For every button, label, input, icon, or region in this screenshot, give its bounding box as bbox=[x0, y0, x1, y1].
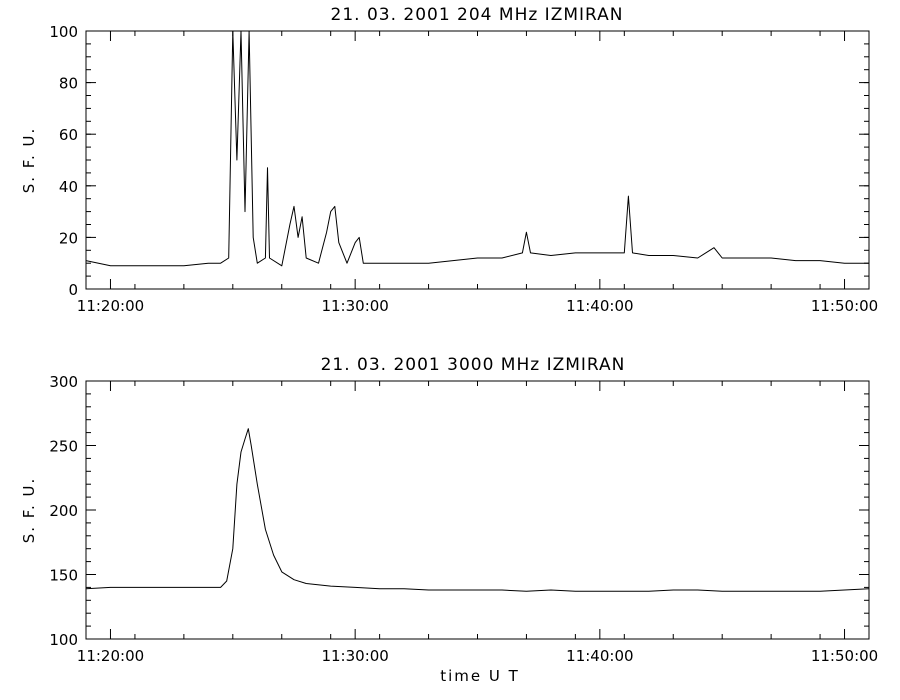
y-tick-label: 100 bbox=[49, 631, 78, 649]
x-axis-label: time U T bbox=[440, 667, 520, 685]
x-tick-label: 11:30:00 bbox=[321, 297, 388, 315]
plot-frame bbox=[85, 380, 870, 640]
x-tick-label: 11:20:00 bbox=[77, 647, 144, 665]
x-tick-label: 11:30:00 bbox=[321, 647, 388, 665]
series-line bbox=[85, 428, 870, 592]
x-tick-label: 11:40:00 bbox=[566, 297, 633, 315]
y-tick-label: 300 bbox=[49, 373, 78, 391]
y-tick-label: 150 bbox=[49, 567, 78, 585]
series-line bbox=[85, 30, 869, 267]
y-tick-label: 100 bbox=[49, 23, 78, 41]
y-tick-label: 0 bbox=[68, 281, 78, 299]
y-tick-label: 80 bbox=[59, 75, 78, 93]
y-tick-label: 40 bbox=[59, 178, 78, 196]
chart-title: 21. 03. 2001 204 MHz IZMIRAN bbox=[331, 5, 624, 25]
chart-title: 21. 03. 2001 3000 MHz IZMIRAN bbox=[321, 355, 626, 375]
y-axis-label: S. F. U. bbox=[20, 127, 38, 194]
chart-204mhz: 21. 03. 2001 204 MHz IZMIRAN S. F. U. 11… bbox=[20, 5, 878, 315]
x-tick-label: 11:50:00 bbox=[811, 647, 878, 665]
x-tick-label: 11:40:00 bbox=[566, 647, 633, 665]
chart-3000mhz: 21. 03. 2001 3000 MHz IZMIRAN S. F. U. 1… bbox=[20, 355, 878, 685]
x-tick-label: 11:20:00 bbox=[77, 297, 144, 315]
y-tick-label: 20 bbox=[59, 229, 78, 247]
y-tick-label: 250 bbox=[49, 438, 78, 456]
x-tick-label: 11:50:00 bbox=[811, 297, 878, 315]
tick-group: 11:20:00 11:30:00 11:40:00 11:50:00 100 150 20… bbox=[49, 373, 878, 665]
y-tick-label: 60 bbox=[59, 126, 78, 144]
plot-frame bbox=[85, 30, 870, 290]
tick-group: 11:20:00 11:30:00 11:40:00 11:50:00 0 20 40 60 8… bbox=[49, 23, 878, 315]
y-tick-label: 200 bbox=[49, 502, 78, 520]
y-axis-label: S. F. U. bbox=[20, 477, 38, 544]
